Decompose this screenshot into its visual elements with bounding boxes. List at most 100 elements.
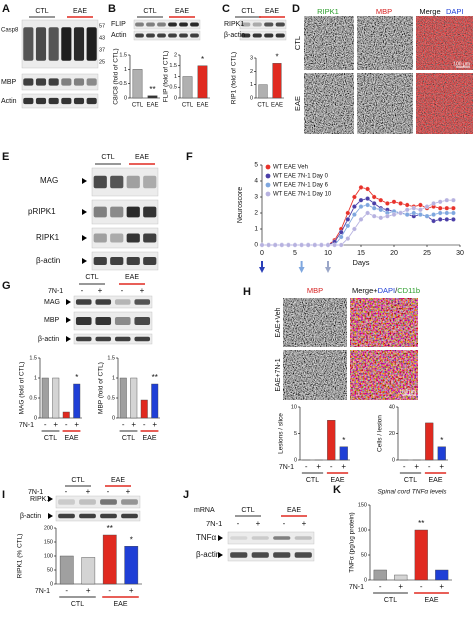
group-label: EAE bbox=[125, 274, 139, 281]
blot-band bbox=[275, 33, 285, 38]
point bbox=[358, 217, 364, 222]
panel-label: D bbox=[292, 3, 300, 15]
point bbox=[411, 210, 417, 216]
micrograph bbox=[350, 350, 418, 400]
series-line bbox=[262, 198, 454, 246]
micrograph bbox=[357, 16, 413, 70]
point bbox=[371, 205, 377, 211]
blot-band bbox=[61, 78, 72, 86]
blot-band bbox=[264, 22, 274, 27]
x-tick-label: + bbox=[74, 420, 79, 429]
point bbox=[404, 212, 410, 217]
y-axis-label: TNFα (pg/ug protein) bbox=[349, 512, 356, 572]
y-tick-label: 0.5 bbox=[169, 85, 177, 91]
x-tick-label: + bbox=[398, 582, 403, 591]
y-tick-label: 3 bbox=[254, 194, 258, 201]
y-axis-label: RIP1 (fold of CTL) bbox=[231, 52, 238, 104]
y-tick-label: 1 bbox=[254, 226, 258, 233]
band-arrow bbox=[218, 535, 223, 541]
y-tick-label: 100 bbox=[358, 527, 367, 533]
mrna-label: mRNA bbox=[194, 507, 215, 514]
bar bbox=[59, 555, 74, 585]
point bbox=[431, 218, 436, 224]
blot-band bbox=[241, 22, 251, 27]
blot-band bbox=[58, 499, 75, 505]
point bbox=[352, 212, 357, 217]
band-label: β-actin bbox=[196, 550, 220, 559]
point bbox=[266, 242, 271, 248]
point bbox=[444, 205, 450, 211]
point bbox=[352, 204, 357, 209]
x-tick-label: EAE bbox=[146, 103, 158, 109]
group-label: CTL bbox=[101, 154, 114, 161]
point bbox=[352, 226, 357, 232]
factor-label: 7N-1 bbox=[48, 288, 63, 295]
point bbox=[391, 199, 397, 205]
channel-header: DAPI bbox=[446, 7, 464, 16]
point bbox=[312, 242, 318, 248]
legend-label: WT EAE 7N-1 Day 6 bbox=[273, 183, 329, 189]
row-label: EAE+7N-1 bbox=[275, 358, 282, 391]
blot bbox=[91, 227, 159, 249]
band-label: MBP bbox=[44, 317, 60, 324]
y-tick-label: 200 bbox=[44, 525, 53, 531]
bar bbox=[52, 377, 60, 419]
band-arrow bbox=[66, 336, 71, 342]
blot-band bbox=[114, 336, 131, 342]
blot-band bbox=[61, 97, 72, 105]
micrograph bbox=[357, 73, 413, 134]
point bbox=[305, 242, 311, 248]
blot-band bbox=[190, 22, 199, 27]
blot-band bbox=[230, 552, 248, 558]
channel-header: MBP bbox=[376, 7, 392, 16]
point bbox=[338, 242, 344, 248]
blot bbox=[133, 30, 201, 41]
chart-title: Spinal cord TNFα levels bbox=[377, 489, 447, 496]
condition-label: - bbox=[65, 487, 68, 496]
point bbox=[444, 217, 450, 222]
band-arrow bbox=[82, 235, 87, 241]
band-arrow bbox=[66, 317, 71, 323]
x-tick-label: EAE bbox=[271, 103, 283, 109]
blot bbox=[227, 531, 315, 545]
point bbox=[444, 210, 450, 216]
blot-band bbox=[230, 536, 248, 540]
point bbox=[378, 215, 384, 221]
factor-label: 7N-1 bbox=[28, 489, 43, 496]
blot-band bbox=[110, 256, 124, 266]
blot-band bbox=[126, 233, 140, 243]
bar bbox=[132, 69, 143, 99]
band-arrow bbox=[66, 299, 71, 305]
blot bbox=[239, 19, 287, 30]
band-arrow bbox=[82, 178, 87, 184]
blot-band bbox=[73, 78, 85, 86]
blot-band bbox=[48, 78, 59, 86]
condition-label: + bbox=[86, 487, 91, 496]
legend-label: WT EAE Veh bbox=[273, 165, 308, 171]
band-label: β-actin bbox=[20, 513, 41, 520]
x-tick-label: - bbox=[143, 420, 146, 429]
blot-band bbox=[23, 27, 34, 61]
point bbox=[391, 212, 397, 217]
treatment-arrow bbox=[298, 261, 305, 273]
bar bbox=[147, 95, 158, 99]
blot bbox=[73, 311, 153, 331]
x-tick-label: - bbox=[108, 586, 111, 595]
y-tick-label: 0 bbox=[250, 95, 253, 101]
row-label: EAE bbox=[293, 96, 302, 111]
y-tick-label: 5 bbox=[254, 162, 258, 169]
y-tick-label: 0 bbox=[364, 577, 367, 583]
point bbox=[358, 185, 364, 190]
point bbox=[437, 210, 443, 216]
point bbox=[292, 242, 298, 248]
bar bbox=[151, 383, 159, 419]
point bbox=[431, 212, 436, 217]
y-axis-label: C8/C8 (fold of CTL) bbox=[113, 48, 120, 104]
blot-band bbox=[121, 499, 138, 505]
significance: ** bbox=[107, 524, 113, 533]
bar bbox=[81, 557, 96, 585]
blot-band bbox=[23, 97, 34, 105]
significance: * bbox=[201, 55, 204, 64]
blot-band bbox=[126, 206, 140, 218]
x-tick-label: + bbox=[341, 462, 346, 471]
